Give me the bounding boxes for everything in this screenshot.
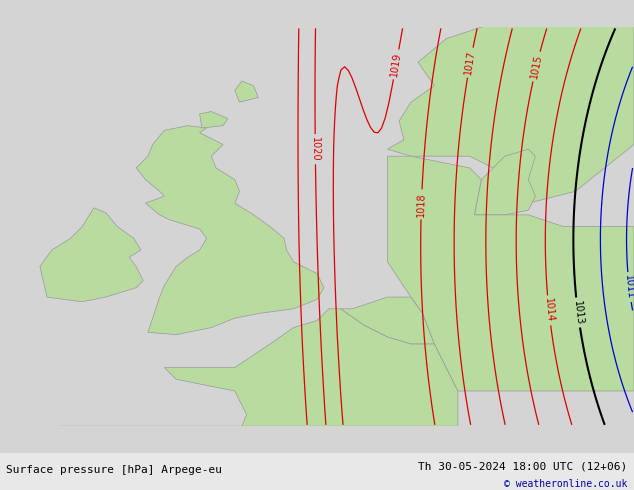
- Polygon shape: [40, 208, 143, 302]
- Text: 1011: 1011: [623, 274, 634, 300]
- Text: Th 30-05-2024 18:00 UTC (12+06): Th 30-05-2024 18:00 UTC (12+06): [418, 461, 628, 471]
- Polygon shape: [235, 81, 258, 102]
- Text: 1017: 1017: [463, 49, 477, 75]
- Polygon shape: [59, 426, 242, 485]
- Polygon shape: [164, 309, 458, 426]
- Polygon shape: [340, 297, 434, 344]
- Text: 1019: 1019: [389, 51, 403, 77]
- Polygon shape: [136, 125, 324, 335]
- Text: 1018: 1018: [416, 192, 427, 217]
- Text: 1015: 1015: [529, 53, 544, 79]
- Text: Surface pressure [hPa] Arpege-eu: Surface pressure [hPa] Arpege-eu: [6, 465, 223, 475]
- Polygon shape: [200, 112, 228, 128]
- Polygon shape: [474, 149, 535, 215]
- Text: 1013: 1013: [572, 300, 584, 325]
- Text: © weatheronline.co.uk: © weatheronline.co.uk: [504, 480, 628, 490]
- Polygon shape: [387, 15, 634, 215]
- Text: 1020: 1020: [310, 137, 320, 162]
- Polygon shape: [387, 156, 634, 391]
- Text: 1014: 1014: [543, 298, 555, 323]
